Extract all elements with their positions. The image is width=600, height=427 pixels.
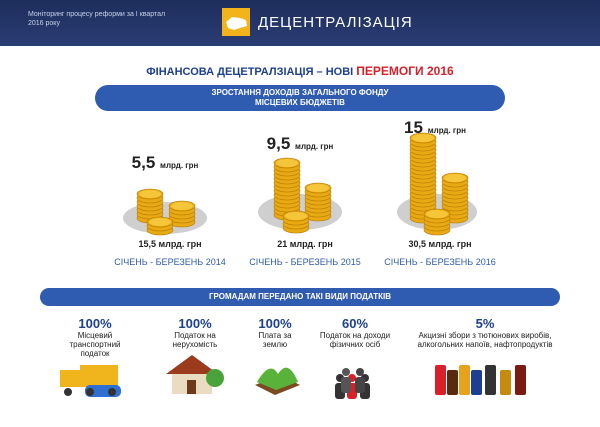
growth-unit: млрд. грн (295, 142, 334, 151)
main-title: ФІНАНСОВА ДЕЦЕТРАЛЗІАЦІЯ – НОВІ ПЕРЕМОГИ… (0, 64, 600, 78)
coin-top (276, 159, 298, 167)
person-head (342, 368, 350, 376)
growth-unit: млрд. грн (160, 161, 199, 170)
tax-label: Плата за землю (258, 331, 292, 349)
product (500, 370, 511, 395)
tax-item: 100% Податок на нерухомість (155, 316, 235, 349)
period: СІЧЕНЬ - БЕРЕЗЕНЬ 2016 (384, 257, 496, 267)
total: 21 млрд. грн (277, 239, 333, 249)
tax-label: Податок на нерухомість (172, 331, 218, 349)
coin-top (412, 134, 434, 142)
grass (257, 367, 298, 390)
product (447, 370, 458, 395)
person-head (356, 368, 364, 376)
product (515, 365, 526, 395)
product (435, 365, 446, 395)
revenue-heading-banner: ЗРОСТАННЯ ДОХОДІВ ЗАГАЛЬНОГО ФОНДУ МІСЦЕ… (95, 85, 505, 111)
tax-share: 5% (475, 316, 495, 331)
tax-label: Місцевий транспортний податок (69, 331, 121, 358)
person-body (355, 377, 365, 393)
coin-top (149, 218, 171, 226)
tax-label: Податок на доходи фізичних осіб (319, 331, 391, 349)
tax-share: 100% (78, 316, 112, 331)
coin-top (444, 174, 466, 182)
truck-body (80, 365, 118, 387)
header-subtitle: Моніторинг процесу реформи за I квартал … (28, 11, 166, 27)
tax-share: 100% (178, 316, 212, 331)
house-roof (166, 355, 218, 374)
product (459, 365, 470, 395)
logo-text: ДЕЦЕНТРАЛІЗАЦІЯ (258, 14, 413, 31)
wheel (86, 388, 94, 396)
wheel (64, 388, 72, 396)
total: 30,5 млрд. грн (408, 239, 472, 249)
growth-value: 5,5 (131, 153, 156, 172)
house-door (187, 380, 196, 394)
wheel (108, 388, 116, 396)
tax-item: 100% Місцевий транспортний податок (45, 316, 145, 358)
revenue-heading: ЗРОСТАННЯ ДОХОДІВ ЗАГАЛЬНОГО ФОНДУ МІСЦЕ… (211, 88, 389, 107)
growth: 15 млрд. грн (375, 118, 495, 138)
person-body (341, 377, 351, 393)
title-highlight: ПЕРЕМОГИ 2016 (356, 64, 454, 78)
title-text: ФІНАНСОВА ДЕЦЕТРАЛЗІАЦІЯ – НОВІ (146, 66, 354, 78)
coin-top (139, 190, 161, 198)
taxes-heading: ГРОМАДАМ ПЕРЕДАНО ТАКІ ВИДИ ПОДАТКІВ (40, 288, 560, 306)
coin-top (426, 210, 448, 218)
tax-share: 100% (258, 316, 292, 331)
growth: 5,5 млрд. грн (105, 153, 225, 173)
tax-item: 5% Акцизні збори з тютюнових виробів, алк… (405, 316, 565, 349)
product (471, 370, 482, 395)
period: СІЧЕНЬ - БЕРЕЗЕНЬ 2014 (114, 257, 226, 267)
truck-cab (60, 370, 80, 387)
tax-item: 100% Плата за землю (245, 316, 305, 349)
logo-map (226, 17, 247, 30)
coin-top (285, 212, 307, 220)
tax-label: Акцизні збори з тютюнових виробів, алког… (417, 331, 553, 349)
header-bar (0, 0, 600, 46)
growth: 9,5 млрд. грн (240, 134, 360, 154)
coin-top (171, 202, 193, 210)
tax-share: 60% (341, 316, 369, 331)
growth-value: 15 (404, 118, 423, 137)
period: СІЧЕНЬ - БЕРЕЗЕНЬ 2015 (249, 257, 361, 267)
growth-value: 9,5 (266, 134, 291, 153)
tax-item: 60% Податок на доходи фізичних осіб (310, 316, 400, 349)
total: 15,5 млрд. грн (138, 239, 202, 249)
coin-top (307, 184, 329, 192)
product (485, 365, 496, 395)
tree (206, 369, 224, 387)
growth-unit: млрд. грн (427, 126, 466, 135)
